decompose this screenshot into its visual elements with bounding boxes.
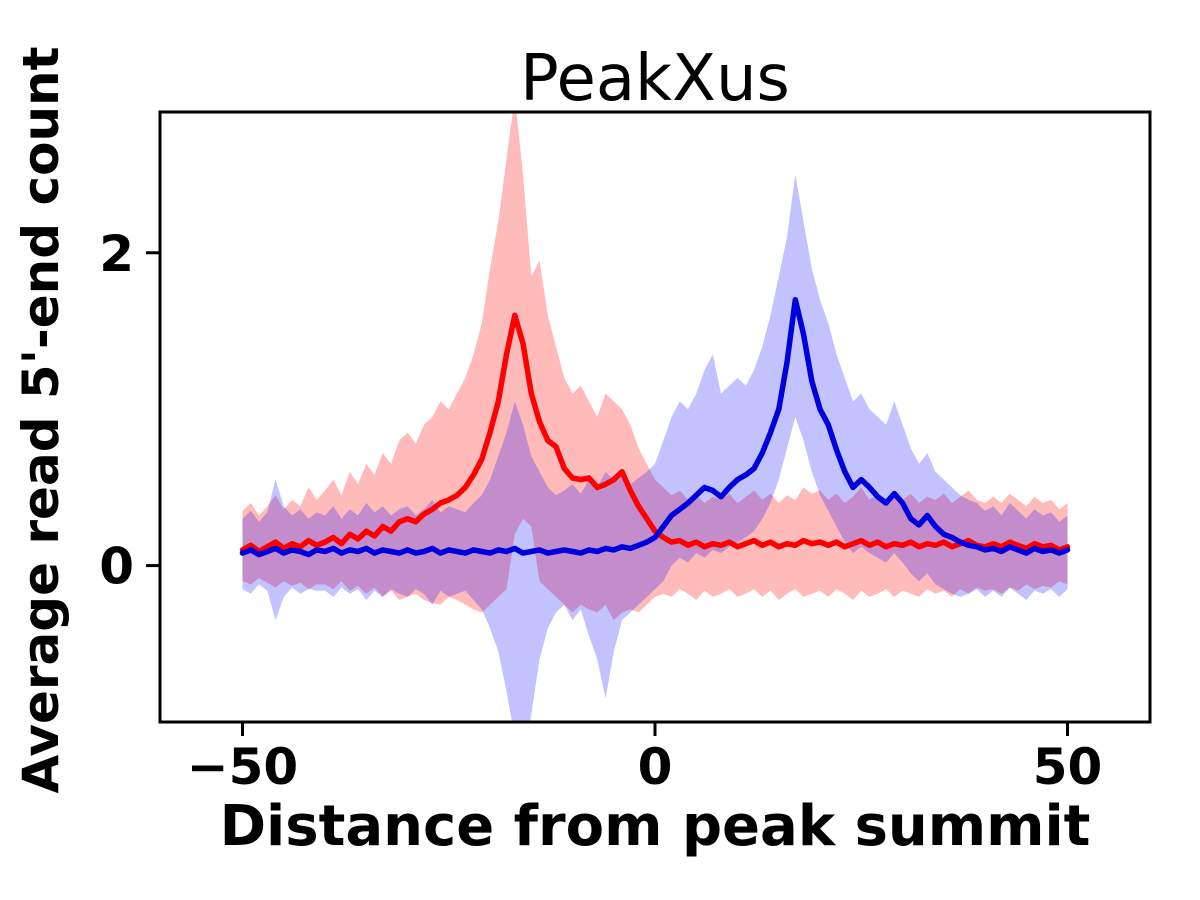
x-tick-label: 0 — [638, 738, 673, 796]
x-tick-label: 50 — [1033, 738, 1103, 796]
y-tick-label: 2 — [99, 225, 134, 283]
plot-area — [239, 112, 1071, 722]
downstream-strand-blue-line — [239, 296, 1071, 558]
x-tick-label: −50 — [187, 738, 298, 796]
downstream-strand-blue-band — [242, 174, 1068, 722]
x-axis-label: Distance from peak summit — [220, 794, 1091, 859]
y-axis-label: Average read 5'-end count — [12, 46, 70, 793]
plot-border — [158, 110, 1152, 724]
upstream-strand-red-line — [239, 312, 1071, 555]
y-tick-label: 0 — [99, 538, 134, 596]
axis-ticks: −50 0 50 0 2 — [99, 225, 1102, 796]
chart-title: PeakXus — [520, 42, 790, 116]
upstream-strand-red-band — [242, 112, 1068, 621]
